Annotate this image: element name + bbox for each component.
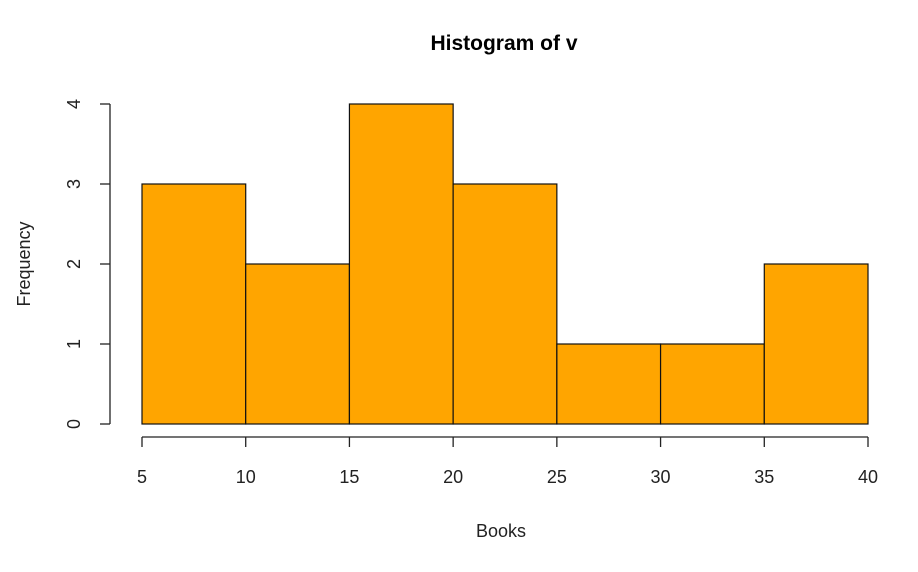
x-tick-label: 5 xyxy=(137,467,147,487)
y-tick-label: 1 xyxy=(64,339,84,349)
chart-title: Histogram of v xyxy=(430,32,577,55)
y-tick-label: 3 xyxy=(64,179,84,189)
histogram-bar xyxy=(763,263,869,425)
histogram-bar xyxy=(556,343,662,425)
x-tick-label: 30 xyxy=(651,467,671,487)
bars-group xyxy=(141,103,869,425)
x-axis: 5 10 15 20 25 30 35 40 xyxy=(137,436,878,487)
y-tick-label: 4 xyxy=(64,99,84,109)
y-axis-label: Frequency xyxy=(14,221,34,306)
y-tick-label: 2 xyxy=(64,259,84,269)
x-tick-label: 10 xyxy=(236,467,256,487)
x-tick-label: 35 xyxy=(754,467,774,487)
histogram-bar xyxy=(659,343,765,425)
x-tick-label: 15 xyxy=(339,467,359,487)
histogram-bar xyxy=(348,103,454,425)
histogram-bar xyxy=(141,183,247,425)
x-tick-label: 40 xyxy=(858,467,878,487)
x-axis-label: Books xyxy=(476,521,526,541)
histogram-bar xyxy=(452,183,558,425)
x-tick-label: 25 xyxy=(547,467,567,487)
x-tick-label: 20 xyxy=(443,467,463,487)
y-tick-label: 0 xyxy=(64,419,84,429)
histogram-bar xyxy=(245,263,351,425)
y-axis: 0 1 2 3 4 xyxy=(64,99,111,429)
